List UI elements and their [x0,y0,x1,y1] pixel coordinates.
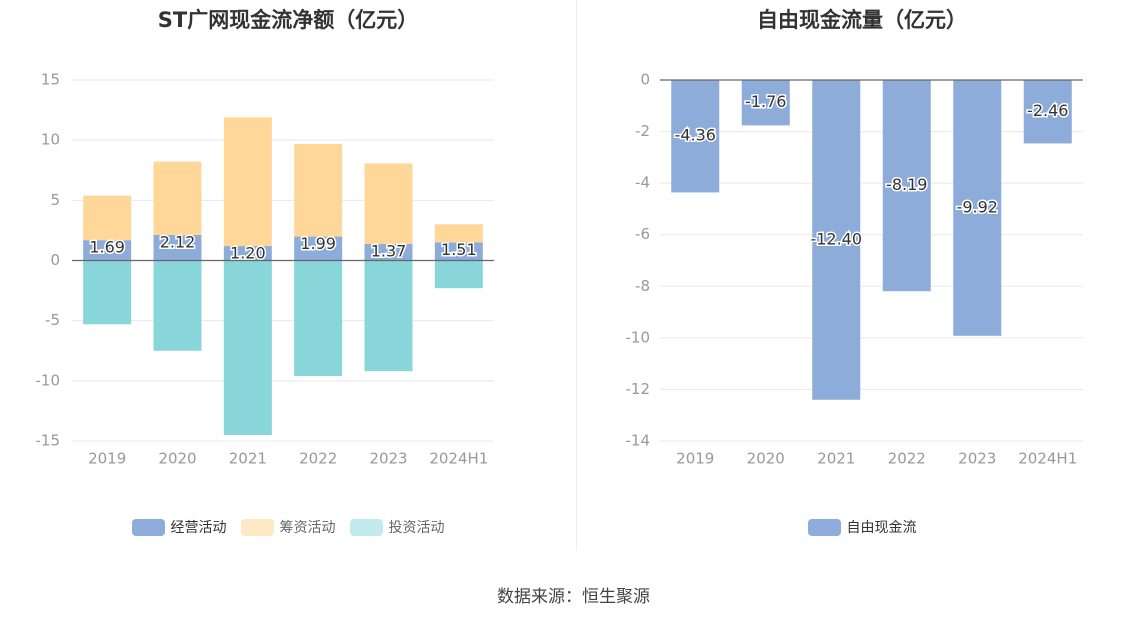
data-source-note: 数据来源：恒生聚源 [497,587,650,607]
bar-operating [364,244,413,261]
free-cashflow-chart-panel: 自由现金流量（亿元） 0 -2 -4 -6 -8 -10 -12 -14 -4.36 2019 -1… [577,0,1147,560]
x-tick-label: 2019 [88,450,126,468]
bar-investing [364,260,413,372]
bar-financing [223,117,272,247]
y-tick-label: -8 [635,277,650,295]
legend-item-free-cashflow[interactable]: 自由现金流 [807,517,917,537]
legend-swatch-operating [131,518,165,536]
free-cashflow-bar-chart: 0 -2 -4 -6 -8 -10 -12 -14 -4.36 2019 -1.76 2020 -12.… [626,71,1083,468]
data-label-operating: 1.99 [300,234,336,253]
bar-operating [434,242,483,261]
bar-investing [83,260,132,325]
y-tick-label: 0 [640,71,650,89]
data-label-free-cashflow: -4.36 [675,126,716,145]
data-label-free-cashflow: -2.46 [1027,101,1068,120]
y-tick-label: -15 [36,432,61,450]
chart-title: 自由现金流量（亿元） [757,8,967,32]
x-tick-label: 2020 [158,450,196,468]
bar-free-cashflow [1023,80,1072,144]
bar-investing [153,260,202,351]
bar-financing [153,161,202,235]
y-tick-label: -5 [45,311,60,329]
x-tick-label: 2023 [369,450,407,468]
y-tick-label: 10 [41,131,60,149]
bar-free-cashflow [812,80,861,400]
y-tick-label: -10 [36,371,61,389]
legend-swatch-free-cashflow [807,518,841,536]
legend-item-financing[interactable]: 筹资活动 [240,517,336,537]
bar-financing [364,163,413,245]
data-label-operating: 1.51 [441,240,477,259]
legend-label: 筹资活动 [279,520,336,536]
y-tick-label: -6 [635,225,650,243]
y-tick-label: 15 [41,71,60,89]
bar-financing [83,195,132,241]
bar-operating [83,240,132,261]
data-label-free-cashflow: -9.92 [957,197,998,216]
x-tick-label: 2020 [747,450,785,468]
data-label-free-cashflow: -1.76 [745,92,786,111]
x-tick-label: 2019 [676,450,714,468]
bar-investing [294,260,343,377]
legend: 经营活动 筹资活动 投资活动 [0,517,576,537]
x-tick-label: 2021 [229,450,267,468]
legend-label: 自由现金流 [846,520,917,536]
x-tick-label: 2024H1 [1018,450,1077,468]
data-label-free-cashflow: -8.19 [886,175,927,194]
bar-free-cashflow [741,80,790,126]
bar-free-cashflow [671,80,720,193]
legend-swatch-investing [349,518,383,536]
legend-item-operating[interactable]: 经营活动 [131,517,227,537]
cashflow-stacked-bar-chart: 15 10 5 0 -5 -10 -15 1.69 2019 2.12 2020 1.20 2021 1.… [36,71,494,468]
bar-operating [223,246,272,261]
bar-operating [153,234,202,261]
data-label-free-cashflow: -12.40 [810,229,862,248]
x-tick-label: 2022 [299,450,337,468]
data-label-operating: 1.69 [89,238,125,257]
y-tick-label: -14 [626,432,651,450]
legend-label: 投资活动 [388,520,445,536]
data-label-operating: 1.20 [230,244,266,263]
bar-investing [223,260,272,435]
panel-divider [576,0,577,550]
y-tick-label: 5 [50,191,60,209]
legend: 自由现金流 [577,517,1147,537]
x-tick-label: 2021 [817,450,855,468]
legend-item-investing[interactable]: 投资活动 [349,517,445,537]
y-tick-label: -2 [635,122,650,140]
y-tick-label: 0 [50,251,60,269]
chart-title: ST广网现金流净额（亿元） [157,8,419,32]
bar-financing [434,224,483,243]
bar-investing [434,260,483,289]
data-label-operating: 1.37 [371,242,407,261]
x-tick-label: 2023 [958,450,996,468]
y-tick-label: -4 [635,174,650,192]
bar-free-cashflow [953,80,1002,336]
legend-label: 经营活动 [170,520,227,536]
data-label-operating: 2.12 [160,232,196,251]
y-tick-label: -12 [626,380,651,398]
x-tick-label: 2022 [888,450,926,468]
legend-swatch-financing [240,518,274,536]
bar-free-cashflow [882,80,931,292]
bar-operating [294,236,343,261]
cashflow-chart-panel: ST广网现金流净额（亿元） 15 10 5 0 -5 -10 -15 1.69 2019 2.12… [0,0,576,560]
bar-financing [294,143,343,237]
x-tick-label: 2024H1 [429,450,488,468]
y-tick-label: -10 [626,328,651,346]
